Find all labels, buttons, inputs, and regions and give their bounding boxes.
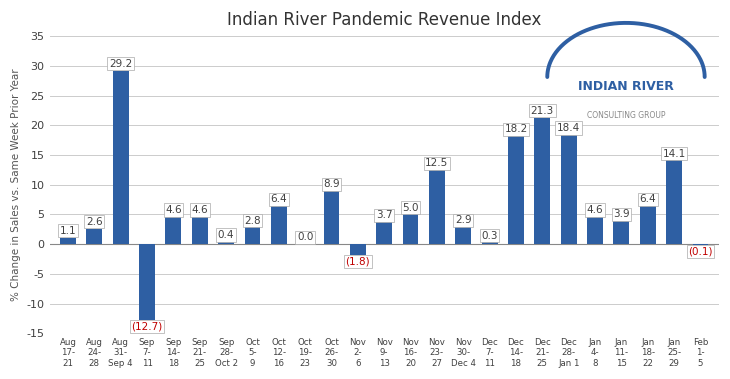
Text: 4.6: 4.6 [165,205,182,215]
Bar [482,242,498,244]
Text: 3.9: 3.9 [613,209,630,219]
Text: 5.0: 5.0 [402,203,419,213]
Text: 4.6: 4.6 [191,205,208,215]
Text: 0.4: 0.4 [218,230,234,240]
Bar [245,227,261,244]
Text: 2.6: 2.6 [86,217,103,227]
Text: 1.1: 1.1 [60,226,77,236]
Bar [323,191,339,244]
Bar [429,170,445,244]
Bar [693,244,708,245]
Bar [456,227,471,244]
Text: INDIAN RIVER: INDIAN RIVER [578,80,674,92]
Bar [403,215,418,244]
Bar [587,217,603,244]
Bar [60,238,76,244]
Text: (12.7): (12.7) [131,321,163,331]
Text: (1.8): (1.8) [345,257,370,266]
Bar [376,222,392,244]
Text: 29.2: 29.2 [109,59,132,69]
Bar [666,160,682,244]
Text: 12.5: 12.5 [426,158,448,168]
Bar [639,206,656,244]
Bar [86,229,102,244]
Bar [613,221,629,244]
Bar [112,70,128,244]
Bar [534,117,550,244]
Text: CONSULTING GROUP: CONSULTING GROUP [587,111,665,119]
Y-axis label: % Change in Sales vs. Same Week Prior Year: % Change in Sales vs. Same Week Prior Ye… [11,69,21,301]
Text: 0.3: 0.3 [481,230,498,241]
Bar [139,244,155,319]
Text: 18.4: 18.4 [557,123,580,133]
Text: 21.3: 21.3 [531,106,554,116]
Text: 6.4: 6.4 [271,194,287,204]
Bar [271,206,287,244]
Text: 4.6: 4.6 [587,205,603,215]
Bar [350,244,366,255]
Text: 3.7: 3.7 [376,210,393,220]
Bar [166,217,181,244]
Text: 0.0: 0.0 [297,232,313,242]
Title: Indian River Pandemic Revenue Index: Indian River Pandemic Revenue Index [227,11,542,29]
Text: 14.1: 14.1 [662,149,685,158]
Text: 8.9: 8.9 [323,180,340,190]
Text: (0.1): (0.1) [688,246,712,257]
Bar [218,242,234,244]
Text: 2.9: 2.9 [455,215,472,225]
Text: 2.8: 2.8 [244,216,261,226]
Text: 6.4: 6.4 [639,194,656,204]
Bar [508,136,524,244]
Text: 18.2: 18.2 [504,124,528,134]
Bar [192,217,207,244]
Bar [561,135,577,244]
